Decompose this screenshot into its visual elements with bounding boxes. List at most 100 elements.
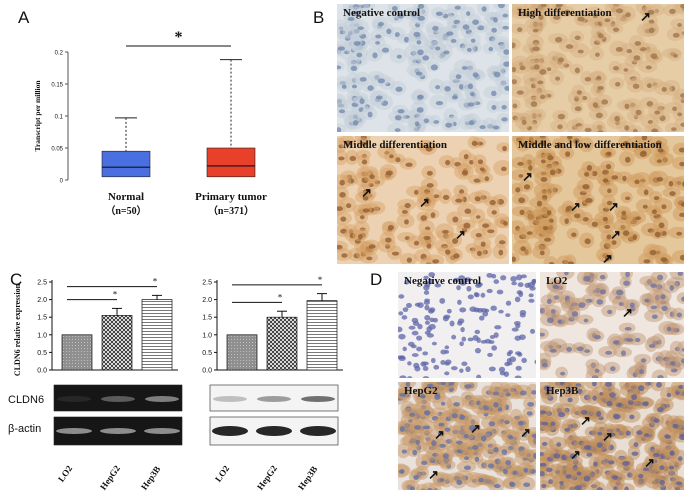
cell-nucleus: [472, 445, 479, 450]
cell-nucleus: [676, 231, 683, 236]
pointer-arrow-icon: ↗: [570, 199, 581, 214]
pointer-arrow-icon: ↗: [640, 9, 651, 24]
lane-label-hep3b: Hep3B: [139, 464, 163, 492]
cell-nucleus: [498, 249, 504, 256]
cell-nucleus: [574, 35, 581, 41]
cell-nucleus: [540, 4, 547, 8]
cell-nucleus: [596, 487, 603, 490]
cell-nucleus: [427, 487, 433, 490]
cell-nucleus: [446, 308, 452, 314]
cell-nucleus: [528, 165, 533, 171]
tile-label: Negative control: [404, 275, 482, 287]
cell-nucleus: [680, 4, 684, 9]
cell-nucleus: [498, 366, 506, 373]
cell-nucleus: [427, 308, 435, 314]
cell-nucleus: [565, 151, 571, 157]
cell-nucleus: [523, 467, 528, 473]
cell-nucleus: [437, 430, 443, 437]
cell-nucleus: [608, 392, 616, 398]
pointer-arrow-icon: ↗: [520, 425, 531, 440]
cell-nucleus: [357, 26, 364, 30]
cell-nucleus: [442, 453, 449, 459]
cell-nucleus: [415, 71, 423, 76]
cell-nucleus: [459, 307, 467, 313]
cell-nucleus: [596, 299, 604, 305]
cell-nucleus: [505, 313, 511, 318]
cell-nucleus: [406, 257, 412, 263]
tile-negative-control: Negative control: [337, 4, 509, 132]
cell-nucleus: [609, 432, 616, 437]
cell-nucleus: [632, 234, 638, 240]
cell-nucleus: [520, 246, 526, 252]
cell-nucleus: [488, 366, 496, 372]
cell-nucleus: [445, 122, 453, 128]
cell-nucleus: [338, 109, 346, 114]
cell-nucleus: [411, 330, 419, 336]
cell-nucleus: [635, 216, 641, 221]
cell-nucleus: [470, 38, 476, 43]
cell-nucleus: [557, 124, 563, 130]
cell-nucleus: [413, 240, 420, 246]
cell-nucleus: [504, 420, 510, 425]
cell-nucleus: [432, 259, 440, 264]
y-tick-label: 0.5: [202, 350, 212, 357]
cell-nucleus: [565, 44, 574, 49]
cell-nucleus: [414, 365, 421, 372]
tile-high-differentiation: High differentiation ↗: [512, 4, 684, 132]
cell-nucleus: [506, 358, 512, 363]
cell-nucleus: [606, 234, 612, 240]
pointer-arrow-icon: ↗: [470, 421, 481, 436]
cell-nucleus: [601, 99, 609, 105]
cell-nucleus: [350, 65, 358, 71]
cell-nucleus: [650, 53, 658, 59]
category-count: （n=50）: [105, 204, 146, 217]
cell-nucleus: [359, 77, 367, 82]
cell-nucleus: [573, 213, 581, 219]
y-tick-label: 2.5: [37, 280, 47, 287]
cell-nucleus: [453, 402, 460, 407]
cell-nucleus: [491, 210, 497, 215]
cell-nucleus: [671, 127, 677, 132]
cell-nucleus: [657, 374, 664, 378]
y-axis-label: CLDN6 relative expression: [13, 283, 22, 376]
panel-label-b: B: [313, 8, 325, 27]
cell-nucleus: [616, 289, 624, 296]
cell-nucleus: [622, 140, 630, 147]
cell-nucleus: [518, 174, 524, 178]
cell-nucleus: [532, 28, 539, 33]
cell-nucleus: [577, 49, 584, 54]
cell-nucleus: [445, 159, 451, 166]
cell-nucleus: [434, 393, 441, 400]
cell-nucleus: [431, 341, 437, 346]
cell-nucleus: [592, 102, 599, 108]
cell-nucleus: [641, 401, 649, 406]
cell-nucleus: [398, 356, 406, 362]
cell-nucleus: [567, 261, 575, 264]
cell-nucleus: [539, 140, 547, 146]
cell-nucleus: [466, 11, 471, 16]
cell-nucleus: [404, 219, 409, 225]
cell-nucleus: [517, 27, 523, 33]
cell-nucleus: [492, 125, 500, 130]
cell-body: [493, 159, 509, 176]
pointer-arrow-icon: ↗: [608, 199, 619, 214]
cell-nucleus: [631, 451, 639, 456]
cell-nucleus: [471, 140, 478, 146]
cell-body: [556, 272, 575, 280]
cell-nucleus: [443, 314, 451, 319]
tile-label: High differentiation: [518, 7, 612, 19]
cell-nucleus: [549, 169, 556, 176]
cell-nucleus: [452, 238, 459, 245]
cell-nucleus: [595, 112, 603, 119]
cell-nucleus: [459, 341, 464, 347]
cell-nucleus: [612, 340, 620, 345]
cell-nucleus: [680, 202, 684, 208]
cell-nucleus: [435, 85, 441, 90]
panel-label-c: C: [10, 270, 23, 289]
cell-nucleus: [505, 460, 512, 466]
cell-nucleus: [666, 392, 672, 398]
cell-nucleus: [476, 250, 482, 257]
cell-nucleus: [480, 339, 487, 344]
cell-nucleus: [668, 180, 674, 187]
cell-nucleus: [444, 345, 450, 350]
